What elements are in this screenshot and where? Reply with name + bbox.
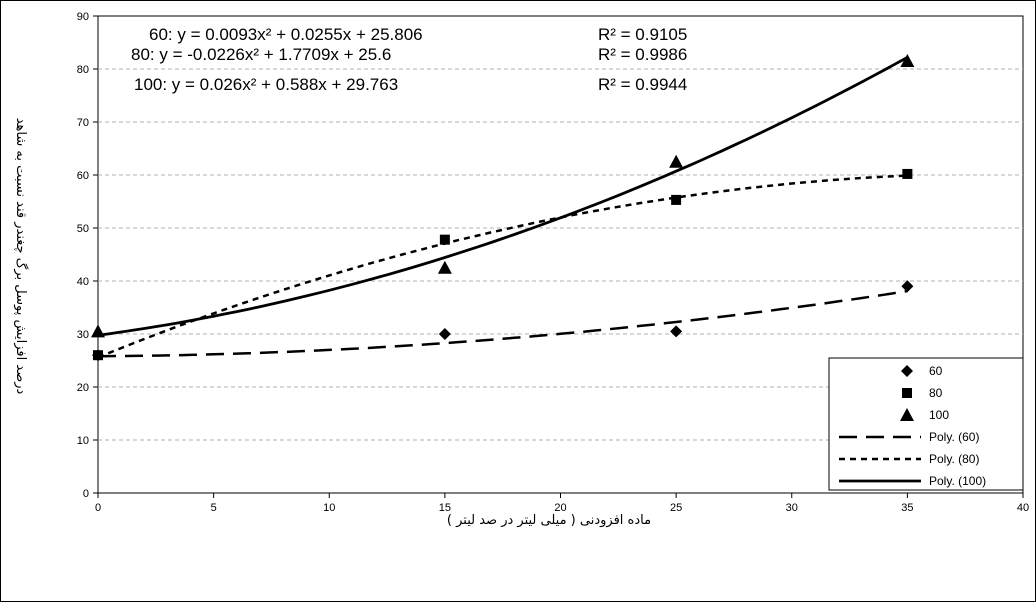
marker-80	[93, 350, 103, 361]
marker-100	[669, 154, 684, 168]
axis-ticks: 0 10 20 30 40 50 60 70 80 90 0 5 10 15 20 25 30 35 40	[77, 11, 1029, 514]
x-tick-label: 35	[901, 502, 913, 514]
trendlines	[97, 56, 909, 359]
x-tick-label: 25	[670, 502, 682, 514]
data-markers	[91, 54, 915, 362]
trendline-100	[97, 56, 909, 337]
trend-equations: 60: y = 0.0093x² + 0.0255x + 25.806 R² = …	[131, 25, 687, 94]
r2-100: R² = 0.9944	[598, 75, 687, 94]
y-tick-label: 40	[77, 276, 89, 288]
marker-80	[671, 194, 682, 205]
legend-marker-100	[900, 408, 914, 421]
marker-60	[438, 328, 451, 340]
marker-80	[902, 168, 913, 179]
legend-label-80: 80	[929, 386, 943, 400]
x-tick-label: 40	[1017, 502, 1029, 514]
legend-label-60: 60	[929, 364, 943, 378]
marker-100	[91, 324, 105, 338]
legend-trend-label-80: Poly. (80)	[929, 452, 979, 466]
y-tick-label: 10	[77, 435, 89, 447]
equation-100: 100: y = 0.026x² + 0.588x + 29.763	[134, 75, 398, 94]
legend-trend-label-100: Poly. (100)	[929, 474, 986, 488]
r2-80: R² = 0.9986	[598, 45, 687, 64]
x-tick-label: 30	[786, 502, 798, 514]
x-axis-title: ماده افزودنی ( میلی لیتر در صد لیتر )	[447, 513, 651, 528]
legend: 60 80 100 Poly. (60) Poly. (80) Poly. (100)	[828, 357, 1024, 491]
y-tick-label: 0	[83, 488, 89, 500]
x-tick-label: 5	[211, 502, 217, 514]
equation-60: 60: y = 0.0093x² + 0.0255x + 25.806	[149, 25, 423, 44]
y-tick-label: 70	[77, 117, 89, 129]
x-tick-label: 20	[554, 502, 566, 514]
y-tick-label: 90	[77, 11, 89, 23]
marker-80	[439, 234, 450, 245]
y-tick-label: 20	[77, 382, 89, 394]
marker-60	[901, 280, 914, 293]
marker-60	[670, 325, 683, 338]
r2-60: R² = 0.9105	[598, 25, 687, 44]
legend-label-100: 100	[929, 408, 949, 422]
x-tick-label: 0	[95, 502, 101, 514]
y-tick-label: 80	[77, 64, 89, 76]
x-tick-label: 10	[323, 502, 335, 514]
legend-box	[828, 357, 1024, 491]
legend-marker-80	[902, 388, 912, 398]
y-axis-title: درصد افزایش پوسل برگ چغندر قند نسبت به ش…	[13, 118, 30, 395]
marker-100	[437, 260, 452, 274]
y-tick-label: 30	[77, 329, 89, 341]
y-tick-label: 60	[77, 170, 89, 182]
trendline-60	[97, 289, 908, 358]
equation-80: 80: y = -0.0226x² + 1.7709x + 25.6	[131, 45, 391, 64]
trendline-80	[97, 174, 908, 359]
legend-marker-60	[901, 365, 913, 377]
y-tick-label: 50	[77, 223, 89, 235]
x-tick-label: 15	[439, 502, 451, 514]
legend-trend-label-60: Poly. (60)	[929, 430, 979, 444]
marker-100	[900, 54, 915, 68]
